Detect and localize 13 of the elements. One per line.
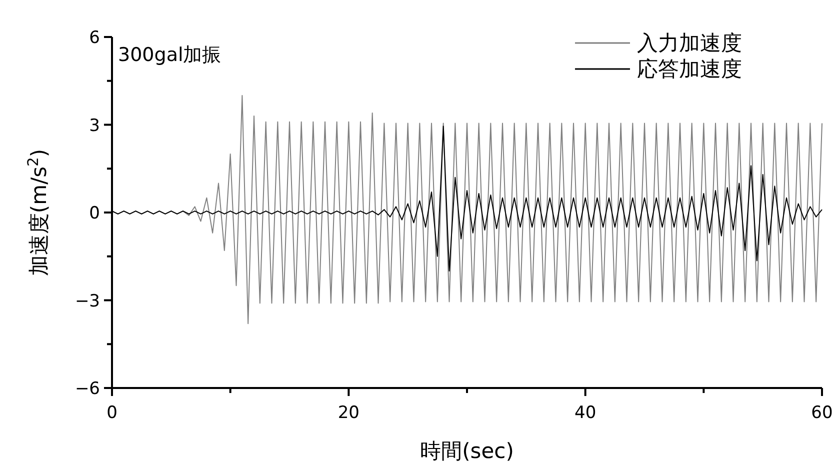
legend-label: 応答加速度 (637, 57, 742, 81)
x-tick-label: 20 (338, 403, 360, 423)
legend-label: 入力加速度 (637, 31, 742, 55)
y-tick-label: 6 (89, 28, 100, 48)
y-tick-label: −6 (74, 379, 100, 399)
x-tick-label: 60 (811, 403, 833, 423)
x-tick-label: 40 (574, 403, 596, 423)
x-tick-label: 0 (106, 403, 118, 423)
y-tick-label: 0 (89, 204, 100, 224)
x-axis-title: 時間(sec) (420, 439, 514, 463)
annotation: 300gal加振 (118, 44, 222, 66)
y-tick-label: −3 (74, 291, 100, 312)
y-tick-label: 3 (89, 116, 100, 136)
